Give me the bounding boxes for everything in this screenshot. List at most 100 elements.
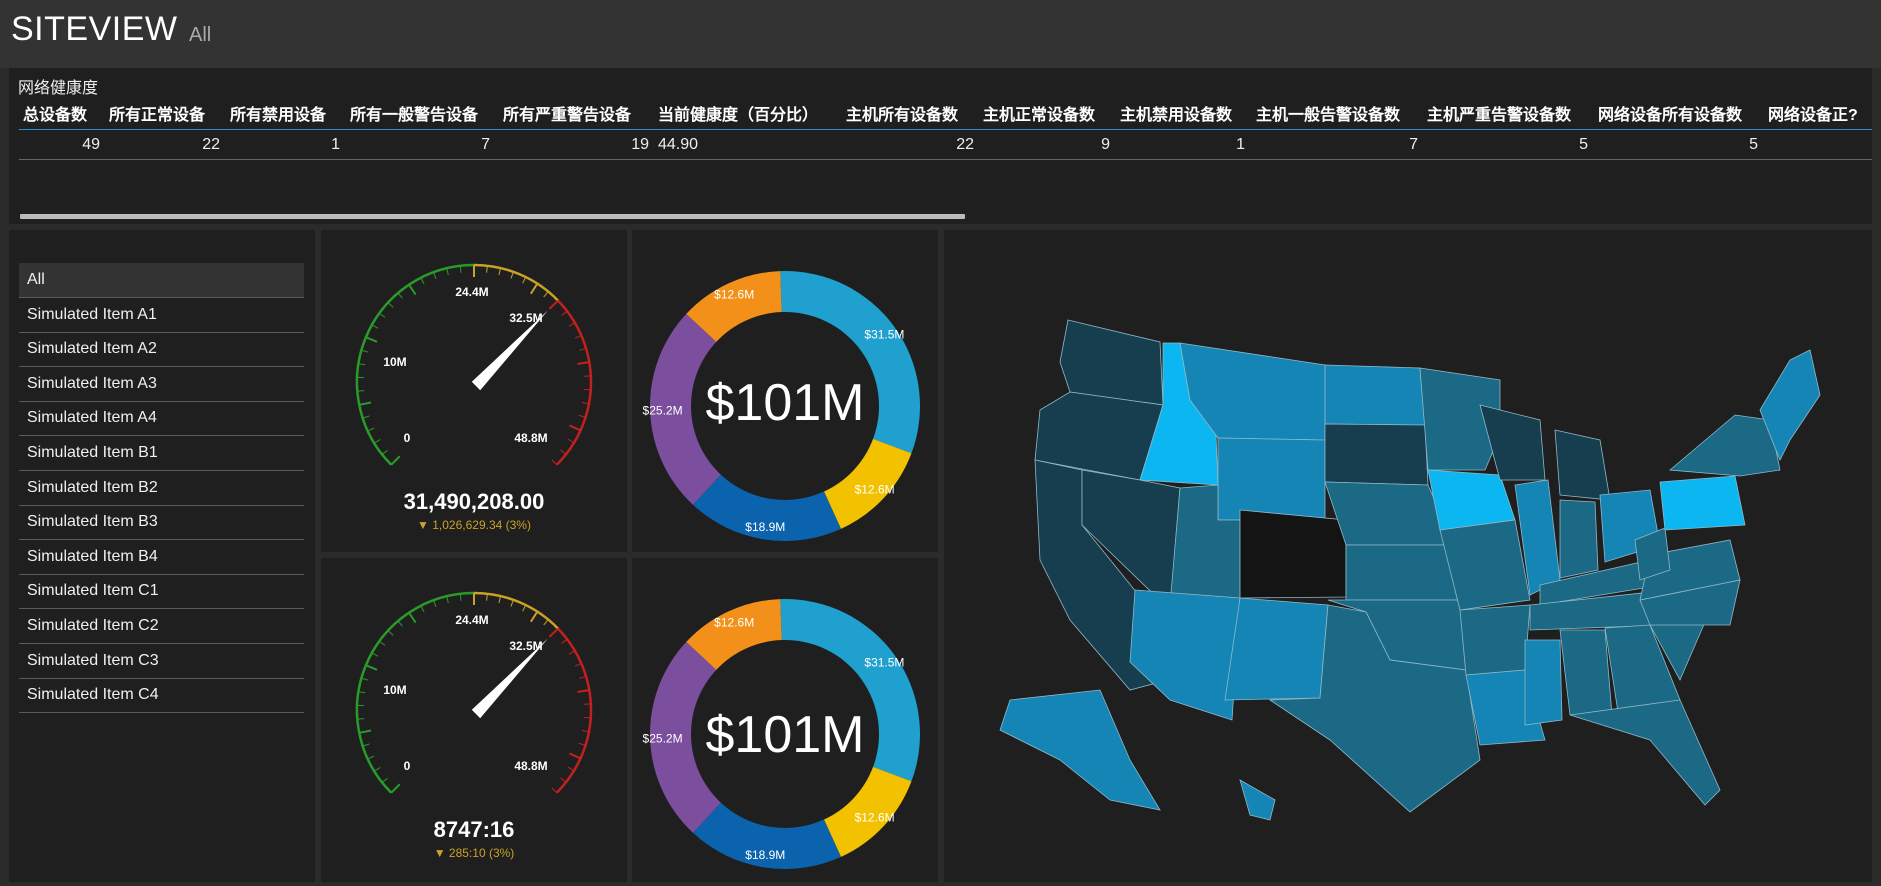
table-column-header[interactable]: 总设备数 [23,107,88,124]
state-illinois[interactable] [1514,479,1561,596]
state-wisconsin[interactable] [1479,404,1546,481]
table-row[interactable]: 49 22 1 7 19 44.90 22 9 1 7 5 5 [19,130,1872,160]
table-column-header[interactable]: 网络设备所有设备数 [1598,107,1743,124]
state-wyoming[interactable] [1217,437,1326,521]
list-item[interactable]: Simulated Item C2 [19,609,304,644]
gauge-tick [567,438,575,444]
gauge-tick [577,361,590,366]
table-column-header[interactable]: 所有一般警告设备 [350,107,479,124]
gauge-tick [578,742,586,746]
gauge-band [473,263,559,302]
gauge-tick [574,662,582,667]
donut-slice[interactable] [823,766,912,857]
list-item[interactable]: Simulated Item C3 [19,644,304,679]
list-item[interactable]: Simulated Item A1 [19,298,304,333]
state-florida[interactable] [1569,699,1721,806]
table-column-header[interactable]: 主机所有设备数 [846,107,959,124]
state-arkansas[interactable] [1459,604,1531,676]
gauge-tick [510,599,514,607]
state-southdakota[interactable] [1324,423,1429,486]
donut-slice-label: $18.9M [745,520,785,534]
gauge-tick [459,593,462,601]
state-missouri[interactable] [1439,519,1531,611]
state-westvirginia[interactable] [1634,527,1671,581]
state-kansas[interactable] [1345,544,1461,601]
state-michigan[interactable] [1554,429,1611,501]
table-column-header[interactable]: 主机一般告警设备数 [1256,107,1401,124]
state-newmexico[interactable] [1224,597,1329,701]
gauge-tick [530,611,539,623]
gauge-tick [387,630,394,636]
donut-slice-label: $12.6M [714,616,754,630]
gauge-panel-1: 0 10M 24.4M 32.5M 48.8M 31,490,208.00 ▼ 1,02… [321,230,627,552]
gauge-tick [577,689,590,694]
state-colorado[interactable] [1239,509,1347,599]
gauge-tick [361,677,369,681]
donut-slice[interactable] [686,599,782,670]
list-item[interactable]: Simulated Item B2 [19,471,304,506]
table-cell: 44.90 [658,136,699,153]
donut-slice[interactable] [686,271,782,342]
list-item[interactable]: Simulated Item C4 [19,678,304,714]
table-title: 网络健康度 [18,80,99,97]
list-item[interactable]: Simulated Item A2 [19,332,304,368]
state-alabama[interactable] [1559,629,1613,716]
gauge-tick [581,401,590,405]
donut-panel-2: $31.5M $12.6M $18.9M $25.2M $12.6M $101M [632,558,938,882]
table-column-header[interactable]: 所有严重警告设备 [503,107,632,124]
table-column-header[interactable]: 所有禁用设备 [230,107,327,124]
donut-slice[interactable] [780,271,920,454]
donut-slice[interactable] [692,474,841,541]
gauge-tick [551,787,558,794]
table-column-header[interactable]: 当前健康度（百分比） [658,107,819,124]
list-item[interactable]: Simulated Item B1 [19,436,304,471]
state-mississippi[interactable] [1524,639,1563,726]
table-column-header[interactable]: 主机正常设备数 [983,107,1096,124]
selection-subtitle: All [189,24,212,46]
donut-slice[interactable] [650,313,721,505]
donut-center-label: $101M [705,374,865,432]
table-column-header[interactable]: 主机禁用设备数 [1120,107,1233,124]
donut-slice-label: $25.2M [643,731,683,745]
gauge-tick [373,767,381,772]
state-pennsylvania[interactable] [1659,475,1746,531]
state-newyork[interactable] [1669,414,1781,477]
state-arizona[interactable] [1129,589,1241,721]
gauge-needle [471,310,548,391]
header-bar: SITEVIEW All [0,0,1881,68]
state-indiana[interactable] [1559,499,1599,579]
gauge-tick [362,743,370,747]
gauge-tick [446,268,449,276]
gauge-tick [433,600,437,607]
donut-slice-label: $12.6M [714,288,754,302]
state-alaska[interactable] [999,689,1161,811]
donut-slice[interactable] [823,438,912,529]
gauge-tick [379,312,386,318]
gauge-tick [567,766,575,772]
gauge-tick [408,284,417,296]
donut-slice[interactable] [780,599,920,782]
list-item[interactable]: Simulated Item B4 [19,540,304,575]
list-item-all[interactable]: All [19,263,304,298]
table-column-header[interactable]: 所有正常设备 [109,107,206,124]
state-newengland[interactable] [1759,349,1821,461]
donut-slice[interactable] [650,641,721,833]
state-northdakota[interactable] [1324,364,1426,426]
list-item[interactable]: Simulated Item B3 [19,505,304,541]
gauge-tick [371,652,379,657]
state-texas[interactable] [1268,604,1481,813]
gauge-needle [471,638,548,719]
table-column-header[interactable]: 主机严重告警设备数 [1427,107,1572,124]
horizontal-scrollbar[interactable] [20,214,965,219]
donut-slice[interactable] [692,802,841,869]
state-washington[interactable] [1059,319,1164,406]
gauge-tick [530,283,539,295]
table-column-header[interactable]: 网络设备正? [1768,107,1858,124]
gauge-tick [560,777,567,783]
list-item[interactable]: Simulated Item A4 [19,401,304,437]
gauge-tick [548,627,559,638]
list-item[interactable]: Simulated Item A3 [19,367,304,402]
gauge-tick [459,265,462,273]
list-item[interactable]: Simulated Item C1 [19,574,304,610]
state-hawaii[interactable] [1239,779,1276,821]
